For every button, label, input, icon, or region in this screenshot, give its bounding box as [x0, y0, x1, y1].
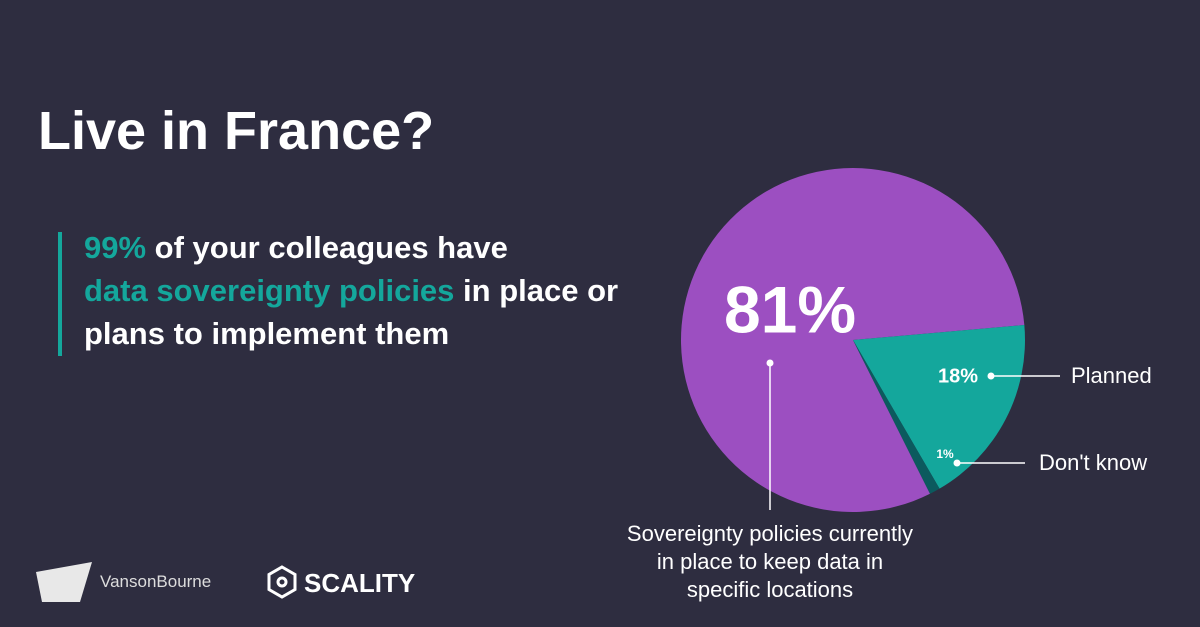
headline-text: of your colleagues have: [154, 230, 508, 265]
headline: 99% of your colleagues have data sovereig…: [84, 226, 684, 355]
category-label: Sovereignty policies currently in place …: [626, 521, 914, 602]
logo-text: SCALITY: [304, 568, 416, 598]
accent-bar: [58, 232, 62, 356]
leader-dot: [987, 372, 995, 380]
highlight: 99%: [84, 230, 147, 265]
pie-slice: [853, 325, 1025, 489]
value-label: 81%: [724, 272, 856, 346]
headline-text: in place or plans to implement them: [84, 273, 619, 351]
title: Live in France?: [38, 101, 435, 161]
logo-text: VansonBourne: [100, 572, 212, 591]
category-label: Don't know: [1039, 450, 1148, 475]
value-label: 1%: [936, 447, 954, 461]
value-label: 18%: [938, 365, 978, 387]
leader-dot: [766, 359, 774, 367]
pie-slice: [853, 340, 940, 494]
highlight: data sovereignty policies: [84, 273, 455, 308]
leader-dot: [953, 459, 961, 467]
category-label: Planned: [1071, 363, 1152, 388]
pie-slice: [680, 168, 1025, 513]
